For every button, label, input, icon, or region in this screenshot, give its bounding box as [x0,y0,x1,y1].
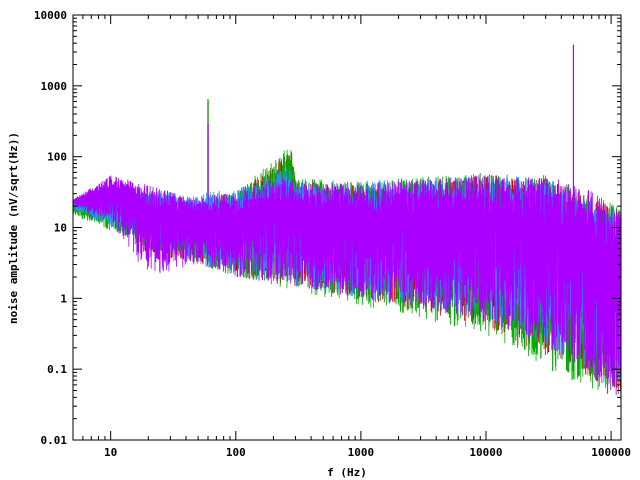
x-axis-label: f (Hz) [327,466,367,479]
plot-frame [72,14,622,441]
series-layer [73,44,621,399]
x-tick-label: 10000 [469,446,502,459]
y-axis-label: noise amplitude (nV/sqrt(Hz)) [7,132,20,324]
y-tick-label: 100 [47,151,67,164]
axis-layer: 10 100 1000 10000 100000 0.01 0.1 1 10 100 1000 100… [34,9,631,459]
y-tick-label: 10 [54,222,67,235]
y-tick-label: 0.1 [47,363,67,376]
x-tick-label: 1000 [348,446,375,459]
y-tick-label: 10000 [34,9,67,22]
y-tick-label: 1 [60,292,67,305]
y-tick-label: 1000 [41,80,68,93]
x-tick-label: 100000 [591,446,631,459]
x-tick-label: 10 [104,446,117,459]
x-tick-label: 100 [226,446,246,459]
y-tick-label: 0.01 [41,434,68,447]
series-trace-4 [73,175,621,396]
